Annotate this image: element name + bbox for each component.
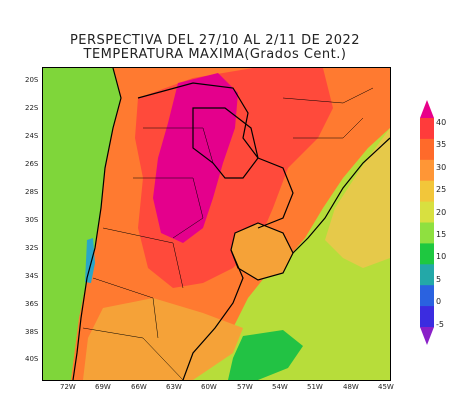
country-borders (72, 68, 390, 380)
colorbar-label-5: 5 (436, 275, 442, 284)
province-line-7 (293, 117, 364, 139)
colorbar-top-arrow (420, 100, 434, 118)
province-line-1 (143, 127, 214, 164)
coastline-brazil (292, 137, 390, 254)
colorbar-bottom-arrow (420, 327, 434, 345)
lat-label-32S: 32S (25, 244, 39, 252)
colorbar-segment (420, 264, 434, 286)
lon-label-63W: 63W (166, 383, 182, 391)
lat-label-28S: 28S (25, 188, 39, 196)
lat-label-24S: 24S (25, 132, 39, 140)
colorbar-segment (420, 138, 434, 161)
lon-label-66W: 66W (131, 383, 147, 391)
colorbar-segment (420, 159, 434, 182)
lon-label-72W: 72W (60, 383, 76, 391)
andes-cool-zone (43, 68, 121, 380)
colorbar-segment (420, 222, 434, 244)
southern-mild-zone (83, 298, 243, 380)
colorbar-segment (420, 118, 434, 140)
lon-label-51W: 51W (307, 383, 323, 391)
lat-label-38S: 38S (25, 328, 39, 336)
lat-label-40S: 40S (25, 355, 39, 363)
map-title: PERSPECTIVA DEL 27/10 AL 2/11 DE 2022 (69, 33, 361, 48)
uruguay-warm-zone (231, 223, 293, 280)
lon-label-57W: 57W (237, 383, 253, 391)
lat-label-20S: 20S (25, 76, 39, 84)
colorbar-label-15: 15 (436, 230, 447, 239)
lon-label-54W: 54W (272, 383, 288, 391)
colorbar-label-25: 25 (436, 185, 447, 194)
lat-label-22S: 22S (25, 104, 39, 112)
very-hot-magenta-zone (153, 73, 238, 243)
province-line-2 (133, 177, 204, 239)
colorbar-segment (420, 243, 434, 265)
lon-label-48W: 48W (343, 383, 359, 391)
border-andes (72, 68, 122, 380)
colorbar-label-10: 10 (436, 252, 447, 261)
colorbar-label-40: 40 (436, 118, 447, 127)
border-paraguay (192, 107, 259, 179)
province-line-6 (282, 87, 374, 104)
lat-label-26S: 26S (25, 160, 39, 168)
map-subtitle: TEMPERATURA MAXIMA(Grados Cent.) (83, 47, 347, 62)
colorbar-label-0: 0 (436, 297, 442, 306)
coastline-argentina (182, 249, 244, 380)
colorbar-segment (420, 201, 434, 223)
map-canvas (43, 68, 390, 380)
colorbar-segment (420, 306, 434, 328)
brazil-coast-mild-zone (325, 128, 390, 268)
colorbar-label-35: 35 (436, 140, 447, 149)
border-bolivia-paraguay (137, 82, 259, 159)
border-brazil-argentina (257, 157, 294, 229)
lat-label-34S: 34S (25, 272, 39, 280)
lat-label-36S: 36S (25, 300, 39, 308)
colorbar-label-minus5: -5 (436, 320, 444, 329)
patagonia-coast-cold-zone (228, 330, 303, 380)
lat-label-30S: 30S (25, 216, 39, 224)
temperature-map (42, 67, 391, 381)
high-andes-cyan-zone (85, 238, 95, 283)
temperature-colorbar (420, 100, 434, 345)
colorbar-label-30: 30 (436, 163, 447, 172)
colorbar-segment (420, 285, 434, 307)
province-line-3 (102, 227, 184, 289)
province-line-4 (92, 277, 159, 339)
lon-label-69W: 69W (95, 383, 111, 391)
province-borders (82, 87, 374, 380)
lon-label-45W: 45W (378, 383, 394, 391)
colorbar-label-20: 20 (436, 208, 447, 217)
lon-label-60W: 60W (201, 383, 217, 391)
colorbar-segment (420, 180, 434, 203)
province-line-5 (82, 327, 184, 380)
